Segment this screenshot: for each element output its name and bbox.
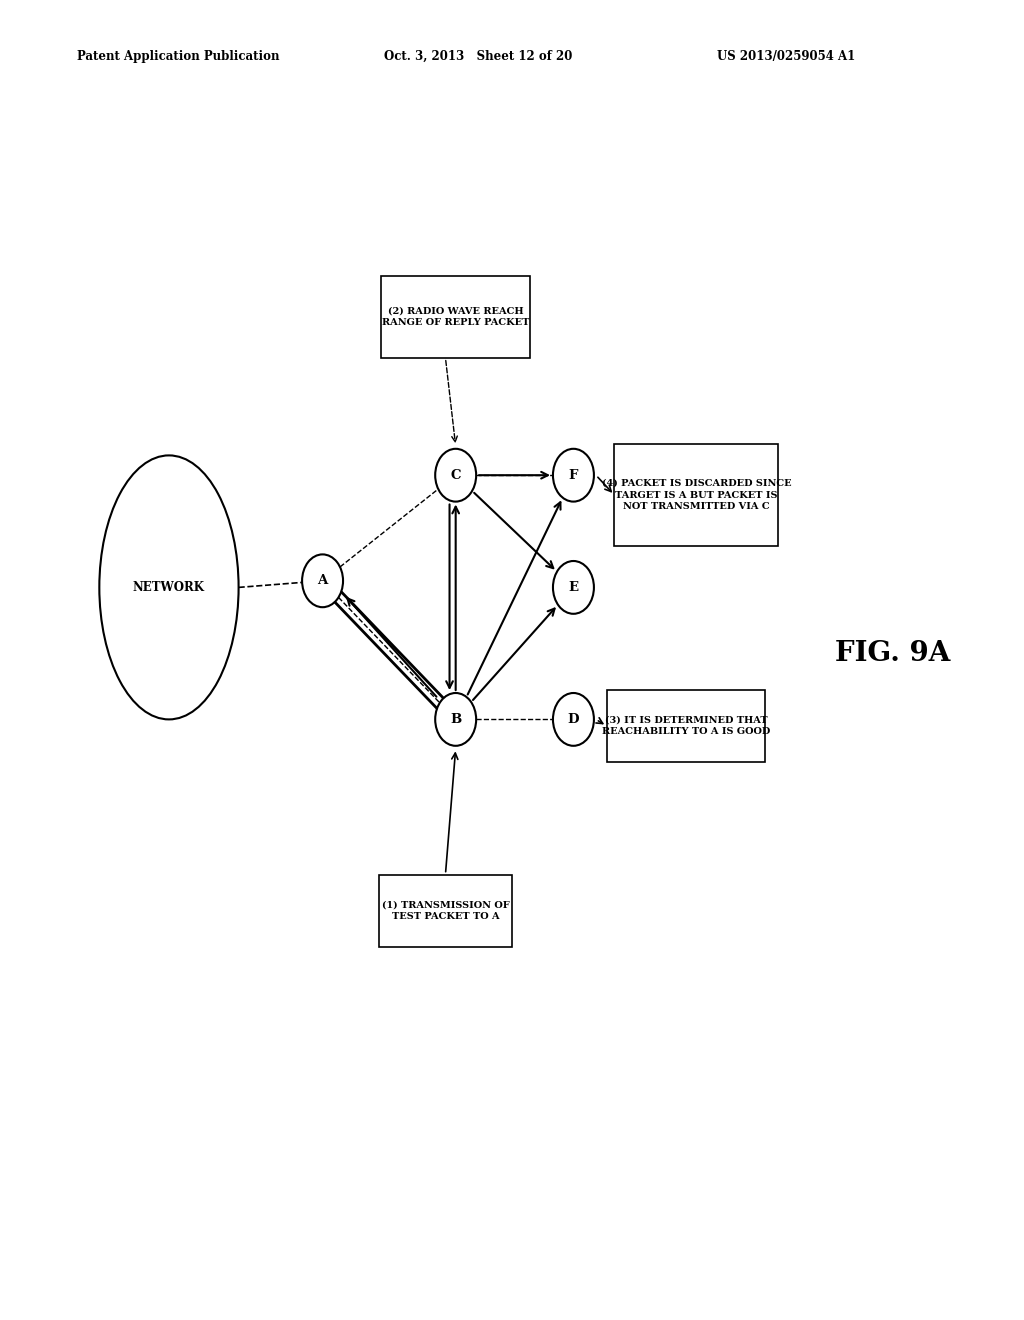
Text: D: D xyxy=(567,713,580,726)
FancyBboxPatch shape xyxy=(379,875,512,948)
Circle shape xyxy=(302,554,343,607)
Text: (4) PACKET IS DISCARDED SINCE
TARGET IS A BUT PACKET IS
NOT TRANSMITTED VIA C: (4) PACKET IS DISCARDED SINCE TARGET IS … xyxy=(601,479,792,511)
FancyBboxPatch shape xyxy=(381,276,530,358)
Circle shape xyxy=(553,449,594,502)
Circle shape xyxy=(553,693,594,746)
Text: (3) IT IS DETERMINED THAT
REACHABILITY TO A IS GOOD: (3) IT IS DETERMINED THAT REACHABILITY T… xyxy=(602,715,770,737)
Text: (1) TRANSMISSION OF
TEST PACKET TO A: (1) TRANSMISSION OF TEST PACKET TO A xyxy=(382,900,509,921)
Circle shape xyxy=(435,693,476,746)
Text: FIG. 9A: FIG. 9A xyxy=(835,640,950,667)
Text: Oct. 3, 2013   Sheet 12 of 20: Oct. 3, 2013 Sheet 12 of 20 xyxy=(384,50,572,63)
Circle shape xyxy=(553,561,594,614)
Text: B: B xyxy=(451,713,461,726)
Circle shape xyxy=(435,449,476,502)
Ellipse shape xyxy=(99,455,239,719)
Text: E: E xyxy=(568,581,579,594)
FancyBboxPatch shape xyxy=(606,689,766,763)
Text: US 2013/0259054 A1: US 2013/0259054 A1 xyxy=(717,50,855,63)
Text: C: C xyxy=(451,469,461,482)
Text: F: F xyxy=(568,469,579,482)
Text: NETWORK: NETWORK xyxy=(133,581,205,594)
FancyBboxPatch shape xyxy=(614,444,778,546)
Text: (2) RADIO WAVE REACH
RANGE OF REPLY PACKET: (2) RADIO WAVE REACH RANGE OF REPLY PACK… xyxy=(382,306,529,327)
Text: Patent Application Publication: Patent Application Publication xyxy=(77,50,280,63)
Text: A: A xyxy=(317,574,328,587)
